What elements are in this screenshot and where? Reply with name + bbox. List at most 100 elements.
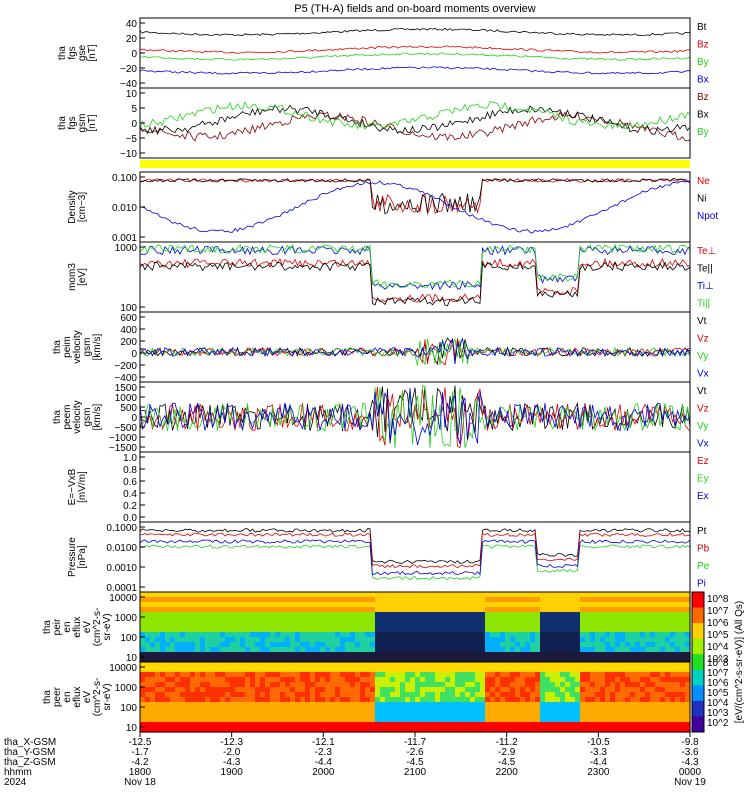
spec-cell (245, 602, 251, 608)
spec-cell (335, 652, 341, 658)
spec-cell (360, 622, 366, 628)
spec-cell (595, 657, 601, 663)
spec-cell (480, 632, 486, 638)
spec-cell (580, 642, 586, 648)
spec-cell (195, 722, 201, 728)
spec-cell (180, 682, 186, 688)
spec-cell (365, 712, 371, 718)
spec-cell (390, 642, 396, 648)
spec-cell (190, 602, 196, 608)
spec-cell (310, 637, 316, 643)
spec-cell (650, 657, 656, 663)
spec-cell (585, 682, 591, 688)
spec-cell (505, 667, 511, 673)
spec-cell (405, 642, 411, 648)
spec-cell (625, 612, 631, 618)
spec-cell (555, 712, 561, 718)
spec-cell (330, 637, 336, 643)
spec-cell (235, 687, 241, 693)
y-tick-label: 0.1000 (106, 523, 137, 534)
spec-cell (410, 657, 416, 663)
spec-cell (530, 617, 536, 623)
spec-cell (555, 667, 561, 673)
spec-cell (170, 627, 176, 633)
spec-cell (450, 662, 456, 668)
panel-frame (139, 171, 691, 243)
spec-cell (365, 637, 371, 643)
spec-cell (210, 722, 216, 728)
spec-cell (425, 612, 431, 618)
spec-cell (505, 637, 511, 643)
spec-cell (190, 722, 196, 728)
spec-cell (630, 632, 636, 638)
spec-cell (665, 722, 671, 728)
spec-cell (590, 722, 596, 728)
spec-cell (200, 597, 206, 603)
spec-cell (290, 622, 296, 628)
spec-cell (655, 632, 661, 638)
spec-cell (630, 707, 636, 713)
spec-cell (505, 672, 511, 678)
spec-cell (185, 712, 191, 718)
spec-cell (560, 622, 566, 628)
spec-cell (375, 672, 381, 678)
spec-cell (630, 672, 636, 678)
spec-cell (540, 652, 546, 658)
spec-cell (685, 707, 691, 713)
spec-cell (520, 632, 526, 638)
spec-cell (675, 657, 681, 663)
spec-cell (515, 607, 521, 613)
spec-cell (285, 592, 291, 598)
spec-cell (685, 717, 691, 723)
x-row-label: tha_X-GSM (4, 737, 56, 748)
spec-cell (660, 607, 666, 613)
spec-cell (290, 647, 296, 653)
spec-cell (180, 602, 186, 608)
spec-cell (360, 677, 366, 683)
spec-cell (480, 597, 486, 603)
spec-cell (250, 607, 256, 613)
spec-cell (555, 637, 561, 643)
spec-cell (180, 722, 186, 728)
spec-cell (280, 677, 286, 683)
spec-cell (630, 677, 636, 683)
spec-cell (665, 687, 671, 693)
spec-cell (160, 652, 166, 658)
spec-cell (165, 697, 171, 703)
spec-cell (535, 667, 541, 673)
spec-cell (685, 692, 691, 698)
spec-cell (290, 717, 296, 723)
spec-cell (460, 612, 466, 618)
spec-cell (585, 632, 591, 638)
spec-cell (560, 667, 566, 673)
spec-cell (240, 692, 246, 698)
spec-cell (510, 592, 516, 598)
spec-cell (320, 607, 326, 613)
spec-cell (580, 682, 586, 688)
spec-cell (605, 682, 611, 688)
spec-cell (325, 632, 331, 638)
spec-cell (615, 652, 621, 658)
spec-cell (500, 617, 506, 623)
spec-cell (555, 697, 561, 703)
spec-cell (605, 622, 611, 628)
spec-cell (320, 612, 326, 618)
spec-cell (530, 652, 536, 658)
y-tick-label: −200 (114, 361, 137, 372)
spec-cell (615, 682, 621, 688)
spec-cell (635, 627, 641, 633)
spec-cell (565, 617, 571, 623)
spec-cell (335, 687, 341, 693)
spec-cell (485, 717, 491, 723)
spec-cell (475, 642, 481, 648)
spec-cell (585, 637, 591, 643)
spec-cell (560, 592, 566, 598)
spec-cell (300, 697, 306, 703)
spec-cell (270, 702, 276, 708)
spec-cell (615, 667, 621, 673)
spec-cell (285, 667, 291, 673)
spec-cell (665, 637, 671, 643)
spec-cell (230, 627, 236, 633)
spec-cell (435, 657, 441, 663)
spec-cell (565, 622, 571, 628)
